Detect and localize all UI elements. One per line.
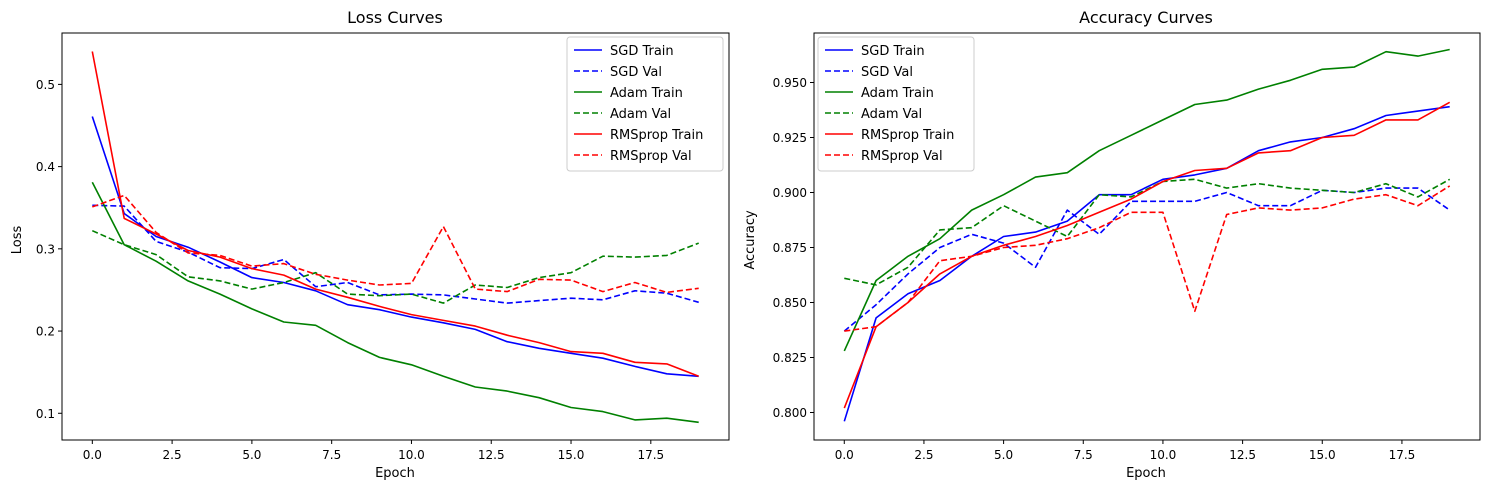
legend-label: RMSprop Train: [861, 128, 954, 143]
x-tick-label: 0.0: [83, 448, 102, 462]
x-tick-label: 17.5: [1389, 448, 1416, 462]
plot-area: 0.0 2.5 5.0 7.5 10.0 12.5 15.0 17.5 0.1 0.2 0.3 0.4…: [36, 32, 730, 462]
x-tick-label: 7.5: [1074, 448, 1093, 462]
y-tick-label: 0.1: [36, 407, 55, 421]
x-tick-label: 5.0: [242, 448, 261, 462]
legend-label: Adam Val: [861, 107, 922, 122]
x-axis-label: Epoch: [375, 466, 415, 481]
x-tick-label: 10.0: [1150, 448, 1177, 462]
series-line: [844, 178, 1451, 286]
legend-label: Adam Val: [610, 107, 671, 122]
y-tick-label: 0.925: [773, 131, 807, 145]
y-tick-label: 0.4: [36, 160, 55, 174]
x-tick-label: 2.5: [163, 448, 182, 462]
series-line: [844, 185, 1451, 332]
series-line: [91, 181, 699, 424]
series-line: [843, 101, 1451, 409]
x-tick-label: 0.0: [835, 448, 854, 462]
x-tick-label: 5.0: [994, 448, 1013, 462]
y-tick-label: 0.3: [36, 242, 55, 256]
legend-label: RMSprop Train: [610, 128, 703, 143]
legend-label: RMSprop Val: [610, 149, 692, 164]
axes-frame: [813, 32, 1481, 441]
x-tick-label: 2.5: [914, 448, 933, 462]
x-tick-label: 17.5: [637, 448, 664, 462]
plot-area: 0.0 2.5 5.0 7.5 10.0 12.5 15.0 17.5 0.800 0.825 0.…: [773, 32, 1481, 462]
x-tick-label: 12.5: [1229, 448, 1256, 462]
y-tick-label: 0.950: [773, 76, 807, 90]
legend-label: RMSprop Val: [861, 149, 943, 164]
chart-title: Accuracy Curves: [1079, 8, 1213, 27]
y-tick-label: 0.5: [36, 78, 55, 92]
y-tick-label: 0.2: [36, 325, 55, 339]
y-tick-label: 0.900: [773, 186, 807, 200]
legend-label: SGD Val: [610, 65, 662, 80]
chart-title: Loss Curves: [347, 8, 443, 27]
y-axis-label: Loss: [10, 226, 25, 255]
y-tick-label: 0.850: [773, 296, 807, 310]
legend-label: Adam Train: [861, 86, 934, 101]
series-line: [91, 229, 699, 304]
series-line: [843, 187, 1451, 332]
y-tick-label: 0.800: [773, 406, 807, 420]
y-tick-label: 0.875: [773, 241, 807, 255]
series-line: [91, 116, 699, 378]
legend-label: Adam Train: [610, 86, 683, 101]
x-tick-label: 15.0: [1309, 448, 1336, 462]
legend-label: SGD Val: [861, 65, 913, 80]
legend-box: [817, 36, 975, 172]
y-tick-label: 0.825: [773, 351, 807, 365]
series-line: [91, 51, 699, 378]
loss-chart: Loss Curves 0.0 2.5 5.0 7.5 10.0 12.5 15.0 17.5…: [10, 8, 730, 481]
x-tick-label: 10.0: [398, 448, 425, 462]
legend-label: SGD Train: [610, 44, 674, 59]
x-tick-label: 7.5: [322, 448, 341, 462]
series-line: [843, 48, 1450, 352]
accuracy-chart: Accuracy Curves 0.0 2.5 5.0 7.5 10.0 12.5 15.0…: [743, 8, 1481, 481]
x-axis-label: Epoch: [1126, 466, 1166, 481]
x-tick-label: 12.5: [478, 448, 505, 462]
axes-frame: [61, 32, 730, 441]
legend: SGD Train SGD Val Adam Train Adam Val RMSpro…: [566, 36, 724, 172]
legend-box: [566, 36, 724, 172]
series-line: [92, 194, 699, 294]
y-axis-label: Accuracy: [743, 210, 758, 270]
series-line: [843, 105, 1450, 422]
legend: SGD Train SGD Val Adam Train Adam Val RMSpro…: [817, 36, 975, 172]
x-tick-label: 15.0: [558, 448, 585, 462]
legend-label: SGD Train: [861, 44, 925, 59]
